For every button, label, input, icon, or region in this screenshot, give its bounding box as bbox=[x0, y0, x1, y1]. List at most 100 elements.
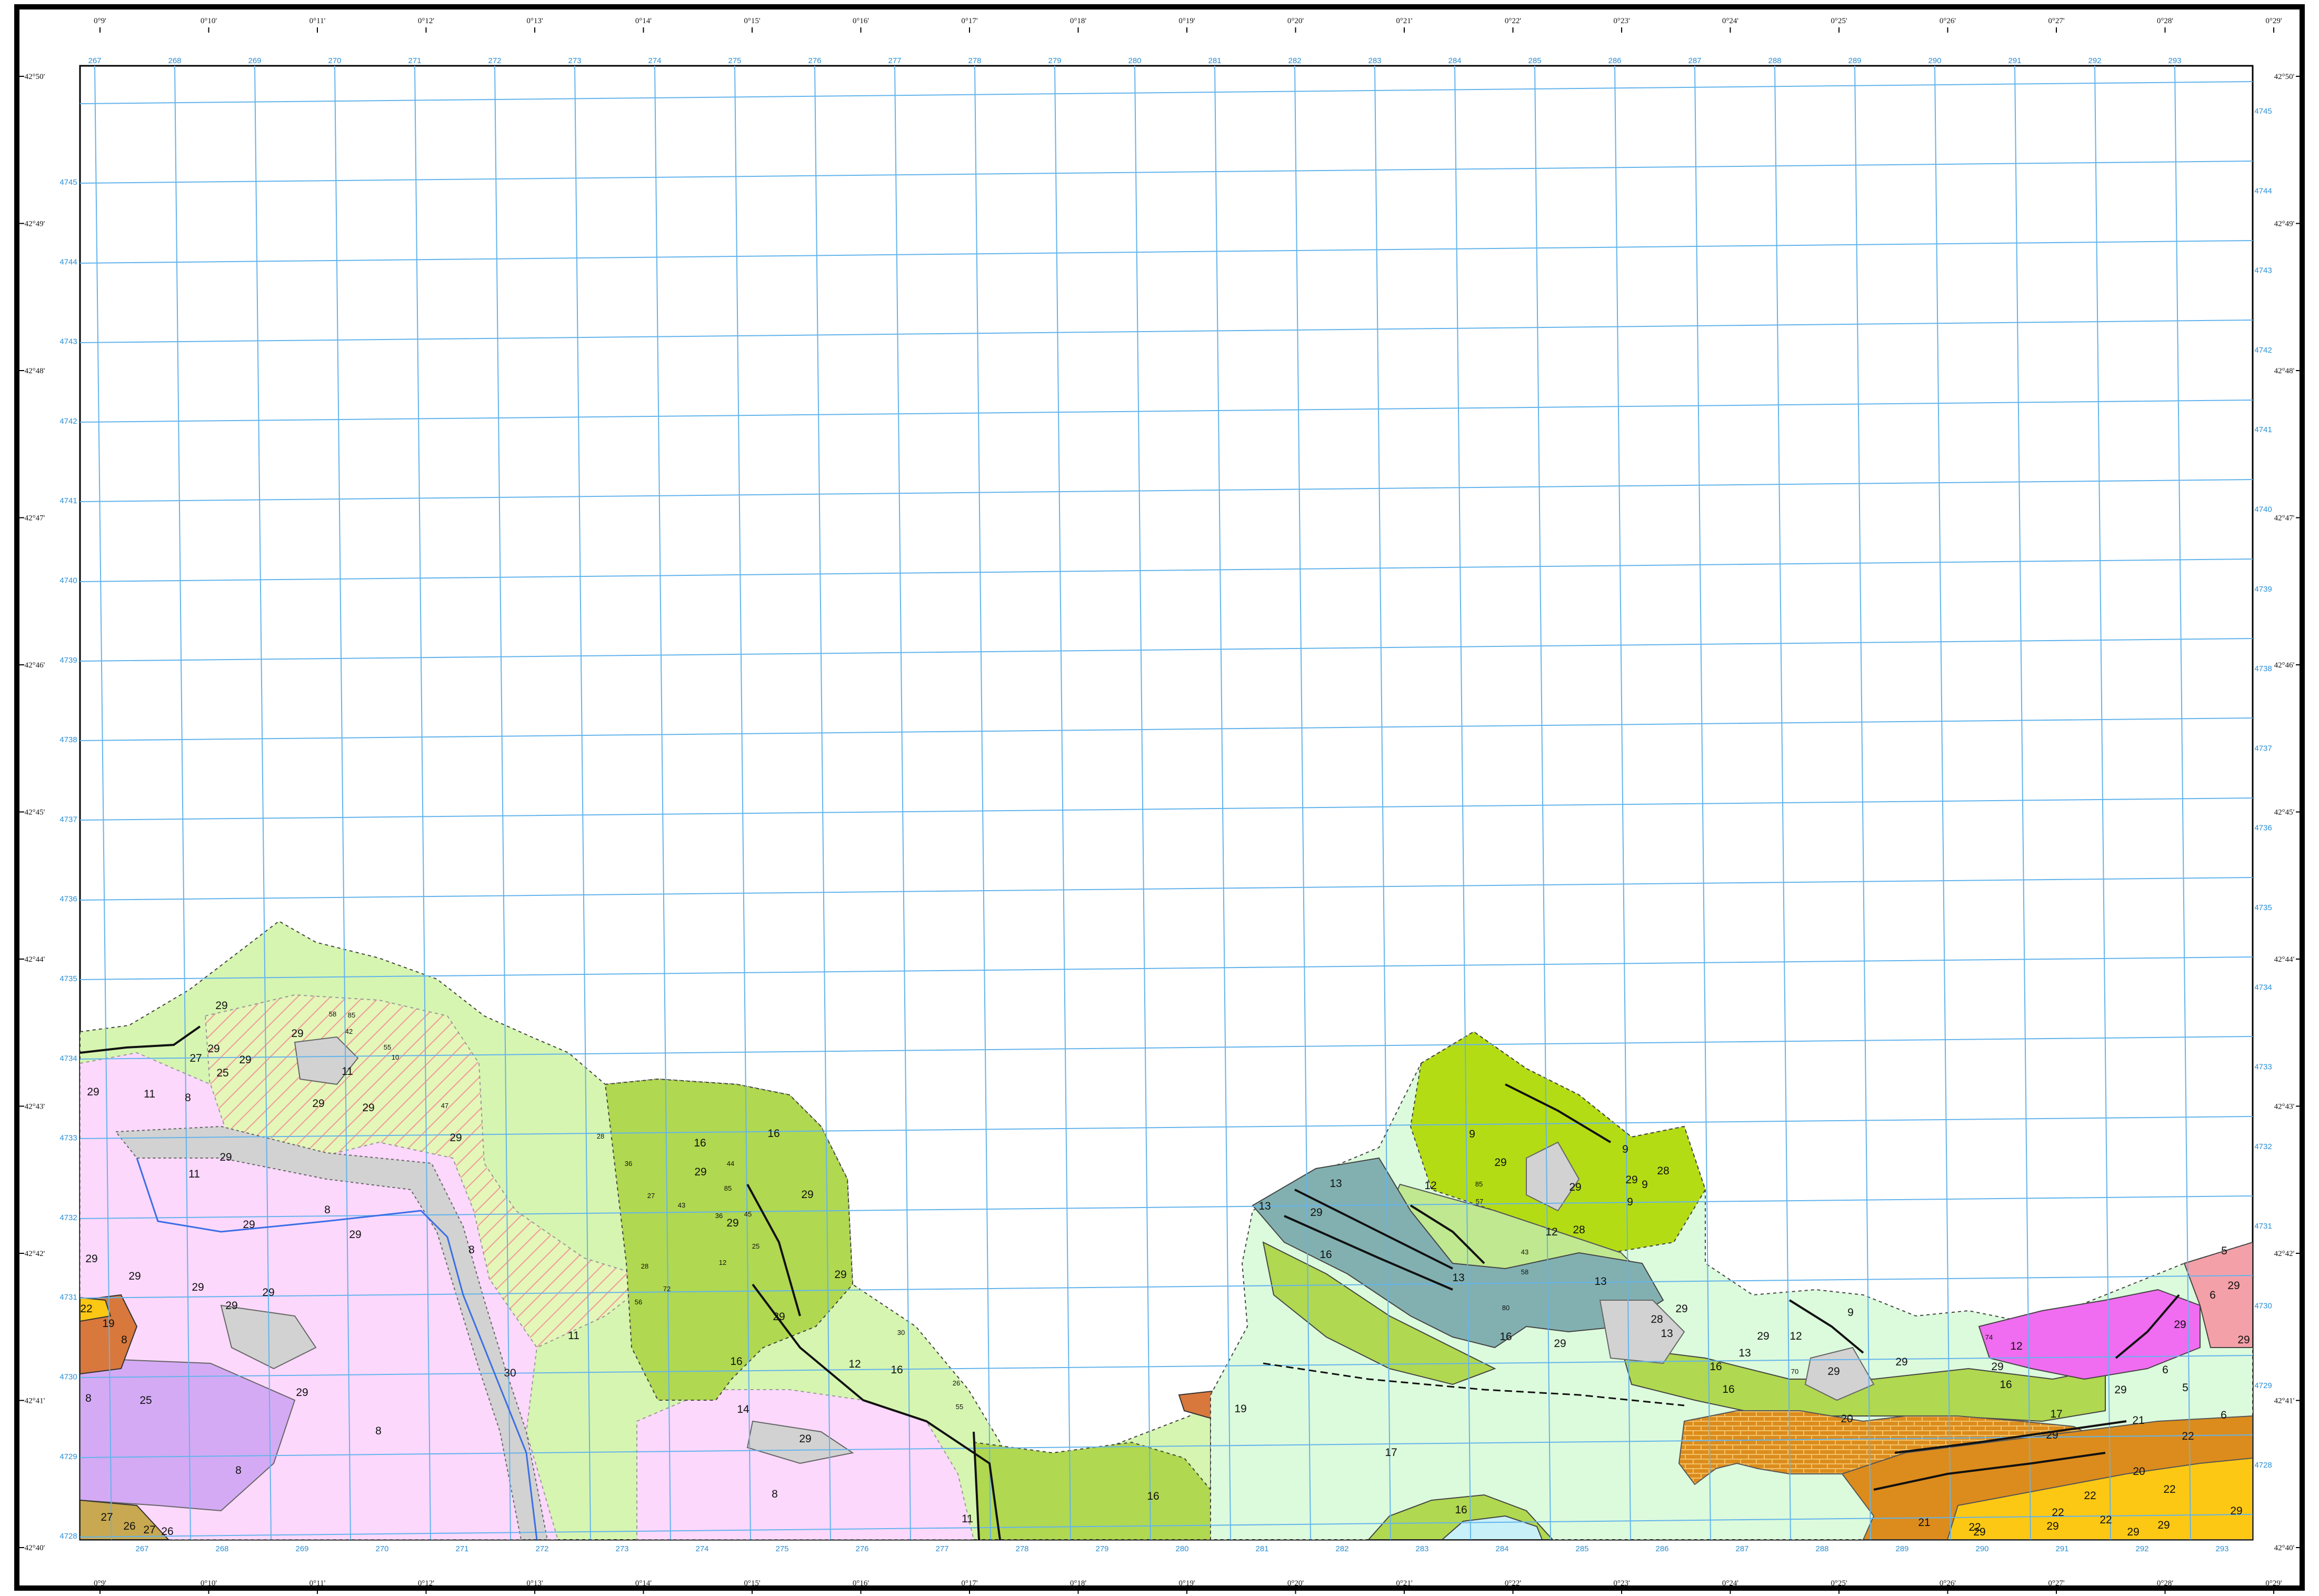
easting-label: 268 bbox=[215, 1544, 228, 1553]
easting-label: 292 bbox=[2135, 1544, 2148, 1553]
longitude-tick-label: 0°12' bbox=[418, 1579, 434, 1588]
map-unit-label: 29 bbox=[773, 1311, 785, 1323]
easting-label: 293 bbox=[2168, 56, 2181, 65]
map-unit-label: 16 bbox=[730, 1355, 742, 1368]
latitude-tick-label: 42°45' bbox=[25, 809, 45, 817]
longitude-tick-label: 0°14' bbox=[635, 17, 652, 25]
easting-label: 274 bbox=[648, 56, 661, 65]
easting-label: 286 bbox=[1608, 56, 1621, 65]
northing-label: 4744 bbox=[59, 257, 77, 266]
latitude-tick-label: 42°48' bbox=[25, 367, 45, 375]
northing-label: 4737 bbox=[2254, 744, 2272, 753]
longitude-tick-label: 0°15' bbox=[744, 1579, 760, 1588]
dip-value-label: 85 bbox=[1475, 1180, 1483, 1188]
map-unit-label: 26 bbox=[161, 1525, 173, 1538]
easting-label: 289 bbox=[1895, 1544, 1908, 1553]
northing-label: 4741 bbox=[59, 496, 77, 505]
latitude-tick-label: 42°42' bbox=[25, 1250, 45, 1258]
map-unit-label: 6 bbox=[2210, 1289, 2216, 1301]
easting-label: 288 bbox=[1815, 1544, 1828, 1553]
northing-label: 4734 bbox=[2254, 983, 2272, 992]
easting-label: 269 bbox=[295, 1544, 308, 1553]
easting-label: 280 bbox=[1128, 56, 1141, 65]
easting-label: 279 bbox=[1095, 1544, 1108, 1553]
map-unit-label: 9 bbox=[1469, 1128, 1475, 1140]
easting-label: 286 bbox=[1655, 1544, 1668, 1553]
longitude-tick-label: 0°14' bbox=[635, 1579, 652, 1588]
easting-label: 283 bbox=[1415, 1544, 1428, 1553]
northing-label: 4730 bbox=[2254, 1302, 2272, 1311]
map-unit-label: 29 bbox=[349, 1229, 361, 1241]
map-unit-label: 29 bbox=[207, 1043, 219, 1055]
fault-line bbox=[2115, 1294, 2180, 1359]
longitude-tick-label: 0°15' bbox=[744, 17, 760, 25]
unit-27-patch bbox=[80, 1499, 169, 1540]
easting-label: 268 bbox=[168, 56, 181, 65]
easting-label: 271 bbox=[455, 1544, 468, 1553]
easting-label: 293 bbox=[2215, 1544, 2228, 1553]
longitude-tick-label: 0°10' bbox=[201, 1579, 217, 1588]
longitude-tick-label: 0°27' bbox=[2048, 17, 2064, 25]
map-unit-label: 13 bbox=[1738, 1347, 1751, 1359]
map-unit-label: 12 bbox=[1545, 1226, 1557, 1238]
map-unit-label: 26 bbox=[123, 1520, 135, 1532]
map-unit-label: 29 bbox=[128, 1270, 141, 1282]
easting-label: 271 bbox=[408, 56, 421, 65]
unit-29-patch-east bbox=[1599, 1300, 1685, 1364]
map-unit-label: 29 bbox=[312, 1098, 324, 1110]
easting-label: 281 bbox=[1208, 56, 1221, 65]
longitude-tick-label: 0°25' bbox=[1831, 1579, 1847, 1588]
easting-label: 267 bbox=[135, 1544, 148, 1553]
map-unit-label: 22 bbox=[2100, 1514, 2112, 1526]
easting-label: 272 bbox=[488, 56, 501, 65]
easting-label: 291 bbox=[2008, 56, 2021, 65]
northing-label: 4734 bbox=[59, 1054, 77, 1063]
easting-labels-bottom: 267 268 269 270 271 272 273 274 275 276 277 278 279 2… bbox=[135, 1544, 2228, 1553]
easting-label: 282 bbox=[1335, 1544, 1348, 1553]
northing-label: 4736 bbox=[59, 895, 77, 904]
map-unit-label: 29 bbox=[296, 1386, 308, 1399]
map-unit-label: 16 bbox=[891, 1364, 903, 1376]
map-unit-label: 29 bbox=[1973, 1526, 1985, 1538]
map-unit-label: 25 bbox=[139, 1394, 152, 1407]
easting-label: 278 bbox=[1015, 1544, 1028, 1553]
map-unit-label: 8 bbox=[375, 1425, 382, 1437]
map-unit-label: 9 bbox=[1847, 1306, 1854, 1319]
fault-line bbox=[746, 1184, 801, 1316]
northing-label: 4745 bbox=[59, 178, 77, 187]
northing-label: 4740 bbox=[59, 576, 77, 585]
unit-hatched-region bbox=[204, 994, 654, 1349]
map-unit-label: 29 bbox=[2114, 1384, 2126, 1396]
easting-label: 267 bbox=[88, 56, 101, 65]
dip-value-label: 85 bbox=[348, 1011, 355, 1019]
map-unit-label: 29 bbox=[291, 1028, 303, 1040]
map-unit-label: 29 bbox=[1675, 1303, 1687, 1315]
river-line bbox=[136, 1158, 538, 1540]
latitude-ticks-left: 42°50' 42°49' 42°48' 42°47' 42°46' 42°45' 42°4… bbox=[19, 73, 45, 1552]
easting-label: 291 bbox=[2055, 1544, 2068, 1553]
map-unit-label: 22 bbox=[1968, 1521, 1981, 1533]
map-unit-label: 16 bbox=[767, 1128, 779, 1140]
map-unit-label: 29 bbox=[262, 1286, 274, 1299]
latitude-tick-label: 42°43' bbox=[25, 1103, 45, 1111]
northing-label: 4733 bbox=[59, 1134, 77, 1143]
longitude-tick-label: 0°20' bbox=[1287, 17, 1304, 25]
dip-value-label: 55 bbox=[384, 1043, 391, 1051]
dip-value-label: 85 bbox=[724, 1184, 732, 1192]
easting-label: 283 bbox=[1368, 56, 1381, 65]
longitude-tick-label: 0°24' bbox=[1722, 17, 1738, 25]
map-unit-label: 27 bbox=[189, 1052, 202, 1064]
longitude-tick-label: 0°16' bbox=[853, 1579, 869, 1588]
map-unit-label: 16 bbox=[1710, 1361, 1722, 1373]
northing-label: 4738 bbox=[59, 735, 77, 744]
longitude-tick-label: 0°19' bbox=[1178, 17, 1195, 25]
map-unit-label: 13 bbox=[1330, 1178, 1342, 1190]
map-unit-label: 29 bbox=[1991, 1361, 2003, 1373]
fault-line bbox=[1284, 1215, 1453, 1291]
latitude-tick-label: 42°46' bbox=[2274, 661, 2295, 670]
fault-line bbox=[1505, 1083, 1612, 1143]
longitude-tick-label: 0°13' bbox=[526, 1579, 543, 1588]
map-unit-label: 29 bbox=[1625, 1174, 1637, 1186]
map-unit-label: 29 bbox=[215, 1000, 227, 1012]
